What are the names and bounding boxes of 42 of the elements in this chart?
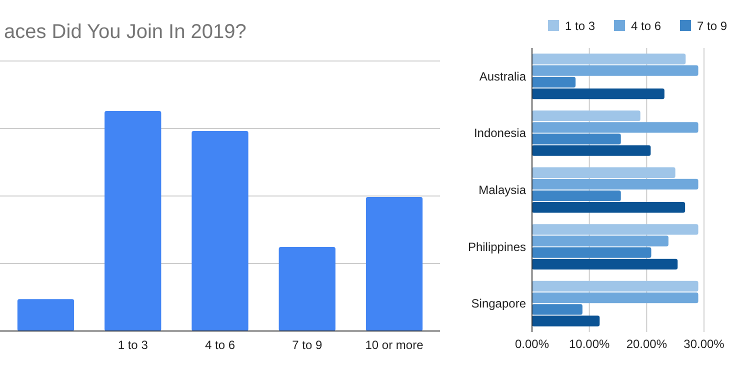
y-tick-label: Singapore bbox=[471, 296, 526, 311]
bar bbox=[532, 65, 698, 76]
bar bbox=[532, 76, 576, 88]
bar bbox=[532, 224, 698, 235]
x-tick-label: 10.00% bbox=[568, 337, 610, 351]
bar bbox=[366, 196, 423, 331]
x-tick-label: 1 to 3 bbox=[118, 338, 148, 352]
x-tick-label: 30.00% bbox=[684, 337, 725, 351]
bar bbox=[532, 202, 686, 213]
bar bbox=[278, 246, 336, 331]
x-tick-label: 0.00% bbox=[514, 337, 550, 351]
y-tick-label: Australia bbox=[479, 69, 526, 84]
x-tick-label: 7 to 9 bbox=[292, 338, 322, 352]
bar bbox=[532, 236, 668, 246]
legend-label: 1 to 3 bbox=[565, 19, 596, 33]
bar bbox=[532, 88, 664, 100]
bar bbox=[532, 122, 698, 133]
bar bbox=[532, 304, 582, 315]
bar bbox=[104, 110, 162, 331]
bar bbox=[532, 280, 698, 292]
legend-label: 4 to 6 bbox=[631, 19, 662, 33]
bar bbox=[532, 258, 678, 270]
bar bbox=[17, 299, 74, 331]
y-tick-label: Malaysia bbox=[478, 183, 526, 197]
bar bbox=[532, 54, 686, 64]
y-tick-label: Philippines bbox=[468, 240, 526, 254]
legend-label: 7 to 9 bbox=[697, 19, 728, 33]
bar bbox=[532, 316, 600, 326]
bar bbox=[532, 190, 621, 202]
x-tick-label: 4 to 6 bbox=[204, 338, 236, 352]
bar bbox=[532, 167, 676, 178]
bar bbox=[532, 178, 698, 190]
x-tick-label: 20.00% bbox=[626, 337, 668, 351]
x-tick-label: 10 or more bbox=[365, 338, 424, 352]
bar bbox=[532, 292, 698, 304]
y-tick-label: Indonesia bbox=[474, 126, 526, 140]
bar bbox=[192, 130, 248, 331]
bar bbox=[532, 247, 652, 258]
bar bbox=[532, 110, 640, 122]
chart-title: aces Did You Join In 2019? bbox=[4, 21, 246, 43]
bar bbox=[532, 145, 651, 156]
bar bbox=[532, 134, 621, 144]
